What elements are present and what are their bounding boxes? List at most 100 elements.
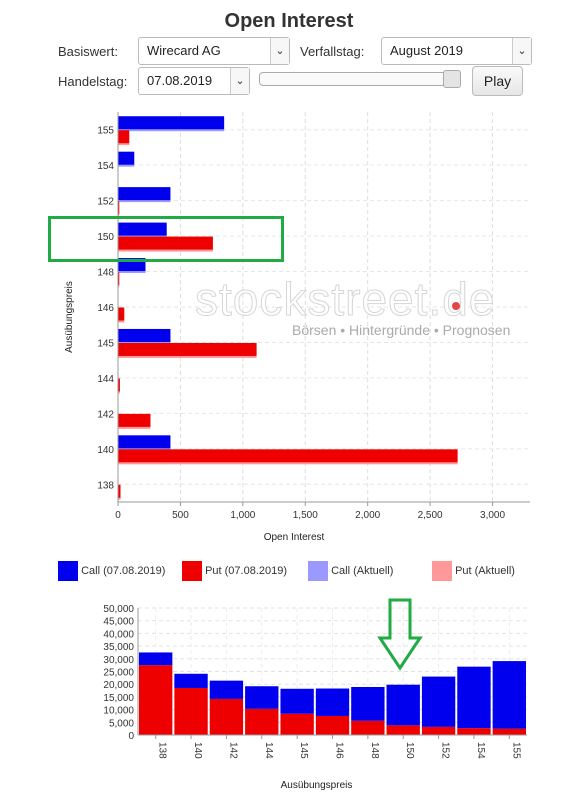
verfallstag-select[interactable]: August 2019 ⌄ <box>381 37 532 65</box>
legend-item-call-aktuell[interactable]: Call (Aktuell) <box>308 561 393 581</box>
bar-call <box>209 680 244 699</box>
x-tick-label: 2,500 <box>418 510 443 521</box>
y-tick-label: 20,000 <box>103 680 134 691</box>
highlight-box-150 <box>48 216 284 262</box>
bar-call <box>245 686 279 709</box>
legend-label-call: Call (07.08.2019) <box>81 564 166 577</box>
bar-put <box>280 713 314 735</box>
bar-put <box>245 708 279 735</box>
play-button[interactable]: Play <box>472 66 523 96</box>
y-tick-label: 0 <box>128 731 134 742</box>
bar-call <box>118 151 135 165</box>
slider-thumb[interactable] <box>443 70 461 88</box>
y-tick-label: 148 <box>97 268 114 279</box>
bar-put <box>118 413 151 427</box>
legend-label-put: Put (07.08.2019) <box>205 564 288 577</box>
y-tick-label: 15,000 <box>103 693 134 704</box>
bar-put <box>351 720 385 735</box>
handelstag-label: Handelstag: <box>58 74 128 89</box>
y-tick-label: 40,000 <box>103 629 134 640</box>
bar-put <box>118 130 130 144</box>
x-tick-label: 154 <box>475 742 486 759</box>
bar-put <box>118 342 257 356</box>
y-tick-label: 146 <box>97 303 114 314</box>
bar-put <box>118 378 120 392</box>
y-tick-label: 35,000 <box>103 642 134 653</box>
y-tick-label: 10,000 <box>103 706 134 717</box>
legend-item-call[interactable]: Call (07.08.2019) <box>58 561 165 581</box>
chevron-down-icon: ⌄ <box>512 38 531 64</box>
x-tick-label: 146 <box>334 742 345 759</box>
date-slider[interactable] <box>259 72 461 86</box>
bar-put <box>386 725 420 735</box>
x-tick-label: 145 <box>298 742 309 759</box>
y-tick-label: 25,000 <box>103 668 134 679</box>
bar-put <box>209 698 244 735</box>
bar-put <box>118 201 120 215</box>
basiswert-value: Wirecard AG <box>147 43 221 58</box>
y-tick-label: 30,000 <box>103 655 134 666</box>
bar-put <box>139 665 173 735</box>
y-tick-label: 155 <box>97 126 114 137</box>
legend: Call (07.08.2019) Put (07.08.2019) Call … <box>58 561 538 585</box>
y-tick-label: 144 <box>97 374 114 385</box>
legend-item-put-aktuell[interactable]: Put (Aktuell) <box>432 561 515 581</box>
y-tick-label: 150 <box>97 232 114 243</box>
y-tick-label: 140 <box>97 445 114 456</box>
x-tick-label: 148 <box>369 742 380 759</box>
bar-call <box>351 686 385 721</box>
handelstag-select[interactable]: 07.08.2019 ⌄ <box>138 67 250 95</box>
y-tick-label: 145 <box>97 338 114 349</box>
y-tick-label: 154 <box>97 161 114 172</box>
bar-put <box>118 272 120 286</box>
bar-put <box>118 307 125 321</box>
x-tick-label: 152 <box>440 742 451 759</box>
x-tick-label: 1,000 <box>230 510 255 521</box>
open-interest-chart: 155 154 152 150 148 146 145 144 142 140 138 0 500 1,0… <box>64 112 530 543</box>
chevron-down-icon: ⌄ <box>270 38 289 64</box>
bar-call <box>118 328 171 342</box>
y-tick-label: 142 <box>97 409 114 420</box>
x-tick-label: 500 <box>172 510 189 521</box>
bar-put <box>118 449 458 463</box>
x-axis-title: Ausübungspreis <box>281 780 353 791</box>
x-axis-title: Open Interest <box>264 532 325 543</box>
bar-call <box>118 187 171 201</box>
verfallstag-label: Verfallstag: <box>300 44 365 59</box>
bar-call <box>139 652 173 666</box>
verfallstag-value: August 2019 <box>390 43 464 58</box>
bar-put <box>457 728 491 735</box>
basiswert-label: Basiswert: <box>58 44 118 59</box>
watermark-logo: stockstreet.de <box>194 273 496 326</box>
bar-call <box>118 116 225 130</box>
watermark-tagline: Börsen • Hintergründe • Prognosen <box>292 322 511 338</box>
down-arrow-icon <box>377 598 423 671</box>
x-tick-label: 140 <box>192 742 203 759</box>
x-tick-label: 144 <box>263 742 274 759</box>
legend-swatch-call <box>58 561 78 581</box>
bar-call <box>315 688 350 716</box>
bar-call <box>386 684 420 726</box>
x-tick-label: 3,000 <box>480 510 505 521</box>
y-tick-label: 5,000 <box>109 718 134 729</box>
bar-call <box>457 666 491 729</box>
legend-swatch-put <box>182 561 202 581</box>
bar-put <box>118 236 213 250</box>
basiswert-select[interactable]: Wirecard AG ⌄ <box>138 37 290 65</box>
legend-swatch-call-aktuell <box>308 561 328 581</box>
y-tick-label: 50,000 <box>103 604 134 615</box>
y-tick-label: 138 <box>97 480 114 491</box>
bar-put <box>421 726 456 735</box>
bar-call <box>280 688 314 714</box>
x-tick-label: 0 <box>115 510 121 521</box>
bar-call <box>174 673 208 689</box>
chevron-down-icon: ⌄ <box>230 68 249 94</box>
bar-put <box>315 715 350 735</box>
legend-label-put-aktuell: Put (Aktuell) <box>455 564 515 577</box>
handelstag-value: 07.08.2019 <box>147 73 213 88</box>
legend-item-put[interactable]: Put (07.08.2019) <box>182 561 287 581</box>
watermark-dot <box>452 302 460 310</box>
bar-call <box>492 661 526 729</box>
bar-put <box>492 728 526 735</box>
